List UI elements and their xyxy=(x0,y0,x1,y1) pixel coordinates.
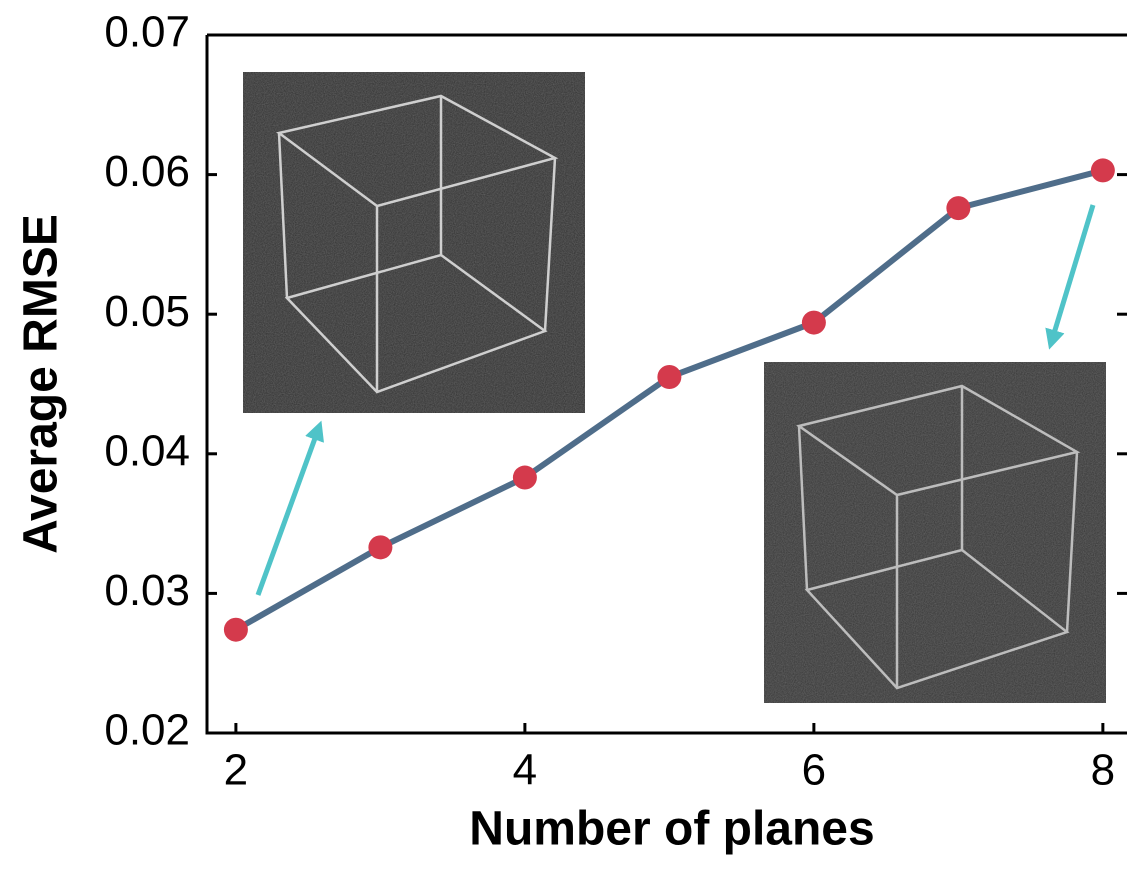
data-point xyxy=(1091,158,1115,182)
data-point xyxy=(513,466,537,490)
inset-right xyxy=(764,362,1106,703)
x-tick-label: 6 xyxy=(802,746,826,795)
y-tick-label: 0.05 xyxy=(104,287,190,336)
arrow xyxy=(258,430,318,595)
data-point xyxy=(657,365,681,389)
page: {"chart_data": {"type": "line", "x": [2,… xyxy=(0,0,1128,867)
data-point xyxy=(802,311,826,335)
x-tick-label: 8 xyxy=(1091,746,1115,795)
chart: Number of planes Average RMSE 0.02 0.03 0.… xyxy=(0,0,1128,867)
arrow xyxy=(1052,205,1093,340)
data-point xyxy=(368,535,392,559)
inset-left xyxy=(243,72,585,413)
y-tick-label: 0.02 xyxy=(104,706,190,755)
data-point xyxy=(224,618,248,642)
y-tick-label: 0.07 xyxy=(104,8,190,57)
y-tick-label: 0.03 xyxy=(104,566,190,615)
y-axis-title: Average RMSE xyxy=(15,214,68,554)
data-point xyxy=(946,196,970,220)
x-tick-label: 2 xyxy=(224,746,248,795)
y-tick-label: 0.04 xyxy=(104,426,190,475)
y-tick-label: 0.06 xyxy=(104,147,190,196)
x-axis-title: Number of planes xyxy=(469,803,874,856)
x-tick-label: 4 xyxy=(513,746,537,795)
